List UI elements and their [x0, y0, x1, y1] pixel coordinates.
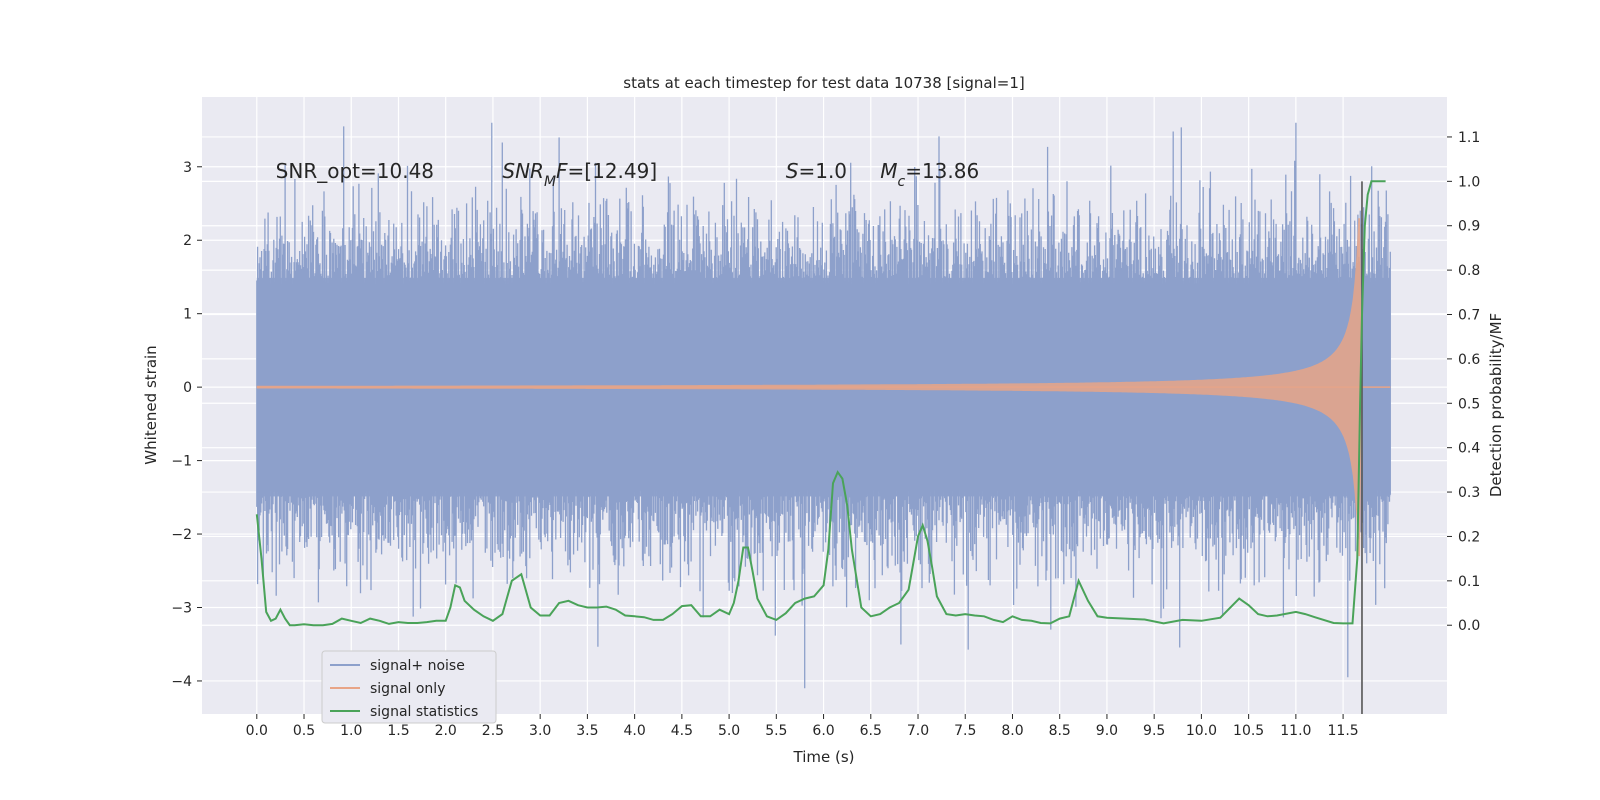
chart-title: stats at each timestep for test data 107…: [623, 74, 1024, 92]
x-tick-label: 9.0: [1096, 723, 1118, 739]
x-tick-label: 4.0: [623, 723, 645, 739]
legend-label: signal+ noise: [370, 658, 465, 674]
x-tick-label: 1.0: [340, 723, 362, 739]
x-tick-label: 11.0: [1280, 723, 1311, 739]
x-tick-label: 3.0: [529, 723, 551, 739]
y-right-tick-label: 0.8: [1458, 263, 1480, 279]
x-axis-label: Time (s): [793, 748, 855, 766]
y-right-tick-label: 0.3: [1458, 485, 1480, 501]
series-signal-only: [256, 181, 1391, 714]
annotation-text: S=1.0: [786, 159, 847, 183]
legend: signal+ noise signal only signal statistic…: [321, 650, 497, 724]
legend-label: signal only: [370, 681, 445, 697]
y-tick-label: −3: [171, 600, 192, 616]
x-tick-label: 2.5: [482, 723, 504, 739]
x-tick-label: 4.5: [671, 723, 693, 739]
y-tick-label: 0: [183, 380, 192, 396]
y-tick-label: −2: [171, 527, 192, 543]
y-tick-label: −4: [171, 674, 192, 690]
y-tick-label: 1: [183, 307, 192, 323]
y-right-tick-label: 0.2: [1458, 529, 1480, 545]
annotation-text: SNRMF=[12.49]: [502, 159, 657, 190]
legend-box: [321, 650, 497, 724]
y-axis-label: Whitened strain: [142, 345, 160, 464]
x-tick-label: 2.0: [435, 723, 457, 739]
x-tick-label: 11.5: [1328, 723, 1359, 739]
y-right-tick-label: 0.5: [1458, 396, 1480, 412]
signal-statistics-line: [255, 180, 1386, 627]
x-tick-label: 7.0: [907, 723, 929, 739]
y-right-tick-label: 0.6: [1458, 352, 1480, 368]
series-signal-statistics: [255, 180, 1386, 627]
y-tick-label: 3: [183, 160, 192, 176]
x-tick-label: 5.0: [718, 723, 740, 739]
x-tick-label: 3.5: [576, 723, 598, 739]
ticks: 0.0 0.5 1.0 1.5 2.0 2.5 3.0 3.5 4.0 4.5 5.0 5.5 6.0 6…: [171, 130, 1480, 739]
y-tick-label: −1: [171, 454, 192, 470]
y-right-tick-label: 0.7: [1458, 308, 1480, 324]
x-tick-label: 10.5: [1233, 723, 1264, 739]
x-tick-label: 7.5: [954, 723, 976, 739]
y-tick-label: 2: [183, 233, 192, 249]
y-right-tick-label: 1.1: [1458, 130, 1480, 146]
y-right-tick-label: 0.1: [1458, 574, 1480, 590]
x-tick-label: 9.5: [1143, 723, 1165, 739]
annotations: SNR_opt=10.48 SNRMF=[12.49] S=1.0 Mc=13.86: [276, 159, 980, 190]
x-tick-label: 8.5: [1049, 723, 1071, 739]
x-tick-label: 6.5: [860, 723, 882, 739]
annotation-text: Mc=13.86: [880, 159, 979, 190]
x-tick-label: 0.0: [246, 723, 268, 739]
y-right-tick-label: 0.9: [1458, 219, 1480, 235]
x-tick-label: 0.5: [293, 723, 315, 739]
y-right-axis-label: Detection probability/MF: [1487, 313, 1505, 497]
y-right-tick-label: 0.0: [1458, 618, 1480, 634]
legend-label: signal statistics: [370, 704, 478, 720]
x-tick-label: 8.0: [1001, 723, 1023, 739]
x-tick-label: 10.0: [1186, 723, 1217, 739]
x-tick-label: 6.0: [812, 723, 834, 739]
y-right-tick-label: 0.4: [1458, 441, 1480, 457]
x-tick-label: 1.5: [387, 723, 409, 739]
annotation-text: SNR_opt=10.48: [276, 159, 434, 183]
y-right-tick-label: 1.0: [1458, 174, 1480, 190]
x-tick-label: 5.5: [765, 723, 787, 739]
